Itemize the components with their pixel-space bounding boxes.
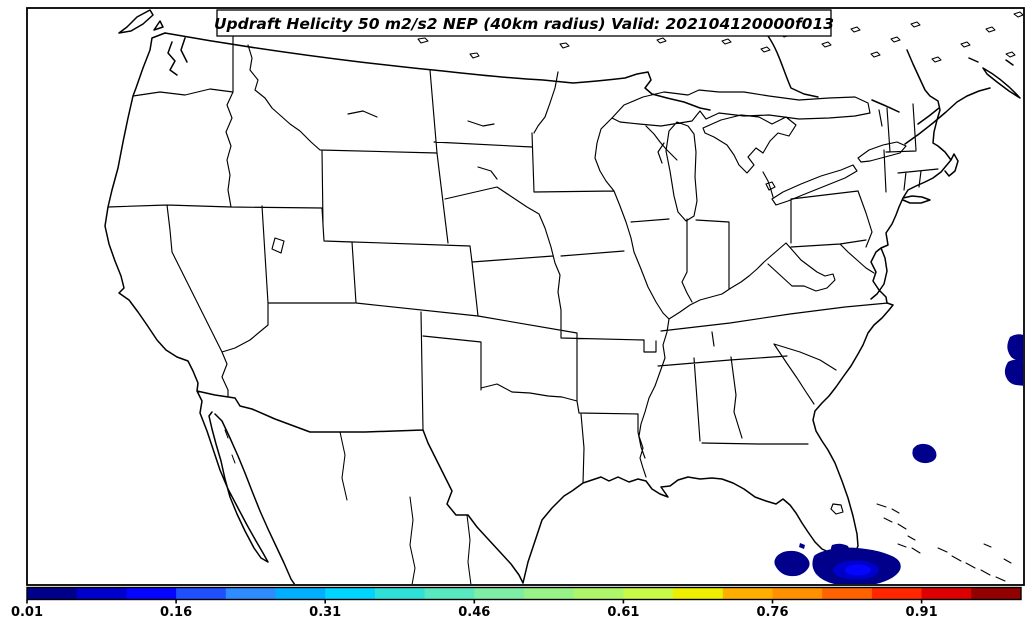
colorbar-segment [325,587,376,600]
colorbar-tick-label: 0.31 [309,605,341,620]
coastline-path [104,32,959,584]
colorbar-segment [722,587,773,600]
colorbar-segment [76,587,127,600]
colorbar-segment [474,587,525,600]
nep-blob-cuba-core [845,564,871,576]
map-area [104,9,1023,584]
colorbar-outline [26,586,1022,601]
colorbar-segment [772,587,823,600]
great-lakes-path [271,89,907,515]
colorbar-segment [225,587,276,600]
colorbar-segment [573,587,624,600]
nep-blob-right-edge-north [1007,334,1023,362]
colorbar-segment [126,587,177,600]
colorbar-segment [971,587,1022,600]
colorbar-tick-label: 0.16 [160,605,192,620]
colorbar-tick-label: 0.91 [906,605,938,620]
nep-blob-right-edge-south [1004,359,1023,386]
colorbar-segment [623,587,674,600]
colorbar-segment [673,587,724,600]
colorbar-tick-label: 0.46 [458,605,490,620]
map-title: Updraft Helicity 50 m2/s2 NEP (40km radi… [214,15,834,33]
colorbar-segment [275,587,326,600]
state-borders-path [107,35,939,484]
colorbar-segment [176,587,227,600]
map-frame [26,7,1025,586]
colorbar: 0.01 0.16 0.31 0.46 0.61 0.76 0.91 [11,586,1022,620]
colorbar-segment [27,587,78,600]
colorbar-segment [524,587,575,600]
canada-border-path [118,9,1021,145]
colorbar-segment [921,587,972,600]
nep-blob-atlantic [912,443,937,464]
colorbar-tick-label: 0.76 [756,605,788,620]
colorbar-tick-label: 0.61 [607,605,639,620]
colorbar-segment [822,587,873,600]
colorbar-tick-label: 0.01 [11,605,43,620]
colorbar-segment [871,587,923,600]
mexico-borders-path [224,429,472,584]
colorbar-segment [424,587,475,600]
colorbar-segment [374,587,426,600]
title-box [216,9,832,37]
